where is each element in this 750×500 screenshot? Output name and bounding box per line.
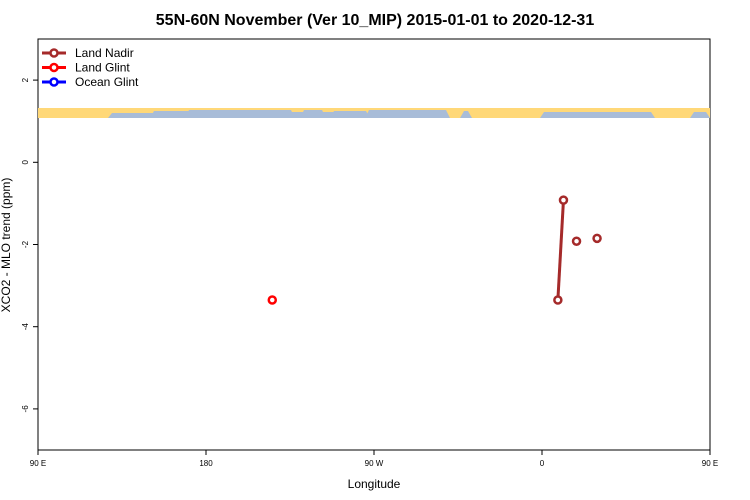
x-tick-label: 0 [540,459,545,468]
x-axis-label: Longitude [348,477,401,491]
x-tick-label: 90 E [702,459,718,468]
data-point [558,195,569,205]
plot-frame [37,38,711,451]
series-line [556,200,565,301]
x-tick-label: 180 [199,459,213,468]
data-point [571,236,582,246]
map-strip-ocean [690,112,710,118]
map-strip-ocean [365,110,450,118]
x-tick-label: 90 E [30,459,46,468]
data-point [592,233,602,244]
x-tick-label: 90 W [365,459,384,468]
series-land-nadir [553,195,602,305]
data-point [553,295,563,305]
legend-marker [49,77,59,87]
y-axis: 2 0 -2 -4 -6 [21,77,38,412]
series-land-glint [267,295,278,305]
map-strip-ocean [300,110,326,118]
legend-label: Land Glint [75,61,130,75]
legend-marker [49,48,59,58]
y-tick-label: -6 [21,405,30,413]
y-tick-label: -2 [21,240,30,248]
y-axis-label: XCO2 - MLO trend (ppm) [0,178,13,313]
legend-marker [49,62,59,73]
y-tick-label: 2 [21,77,30,82]
map-strip-ocean [540,112,655,118]
y-tick-label: -4 [21,323,30,331]
map-strip-ocean [330,111,370,118]
world-map-strip [38,108,710,118]
y-tick-label: 0 [21,160,30,165]
series-layer [267,195,602,305]
map-strip-ocean [460,111,472,118]
legend-label: Ocean Glint [75,75,139,89]
data-point [267,295,278,305]
map-strip-ocean [236,112,356,118]
legend-label: Land Nadir [75,46,134,60]
x-axis: 90 E 180 90 W 0 90 E [30,450,718,468]
chart-title: 55N-60N November (Ver 10_MIP) 2015-01-01… [156,12,595,29]
